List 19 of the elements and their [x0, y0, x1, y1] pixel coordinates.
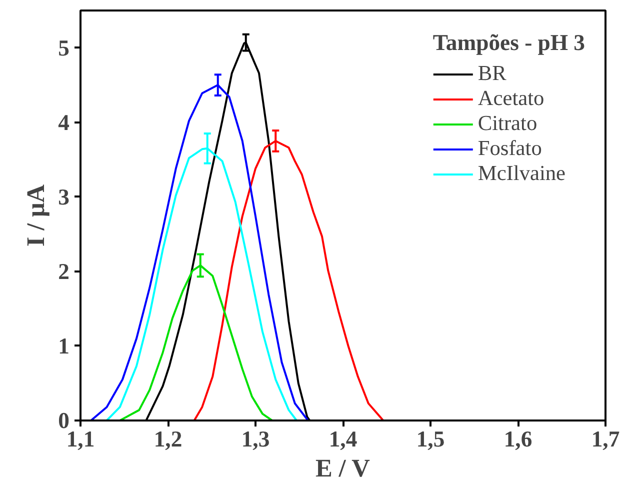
y-tick-label: 2: [58, 258, 70, 284]
y-tick-label: 4: [58, 110, 70, 135]
x-tick-label: 1,2: [154, 426, 182, 452]
legend-label: Fosfato: [478, 136, 542, 161]
x-tick-label: 1,6: [504, 426, 532, 452]
x-tick-label: 1,7: [591, 426, 620, 452]
x-axis-title: E / V: [316, 454, 370, 482]
y-tick-label: 5: [58, 35, 70, 60]
legend-label: Acetato: [478, 86, 544, 111]
y-tick-label: 1: [58, 333, 70, 358]
legend-title: Tampões - pH 3: [432, 30, 585, 56]
x-tick-label: 1,4: [328, 426, 358, 452]
x-tick-label: 1,3: [241, 426, 270, 452]
legend-label: Citrato: [478, 111, 538, 136]
y-tick-label: 3: [58, 184, 70, 210]
legend-label: BR: [478, 61, 506, 86]
y-axis-title: I / μA: [22, 184, 50, 247]
x-tick-label: 1,5: [416, 426, 445, 452]
legend-label: McIlvaine: [478, 161, 566, 186]
